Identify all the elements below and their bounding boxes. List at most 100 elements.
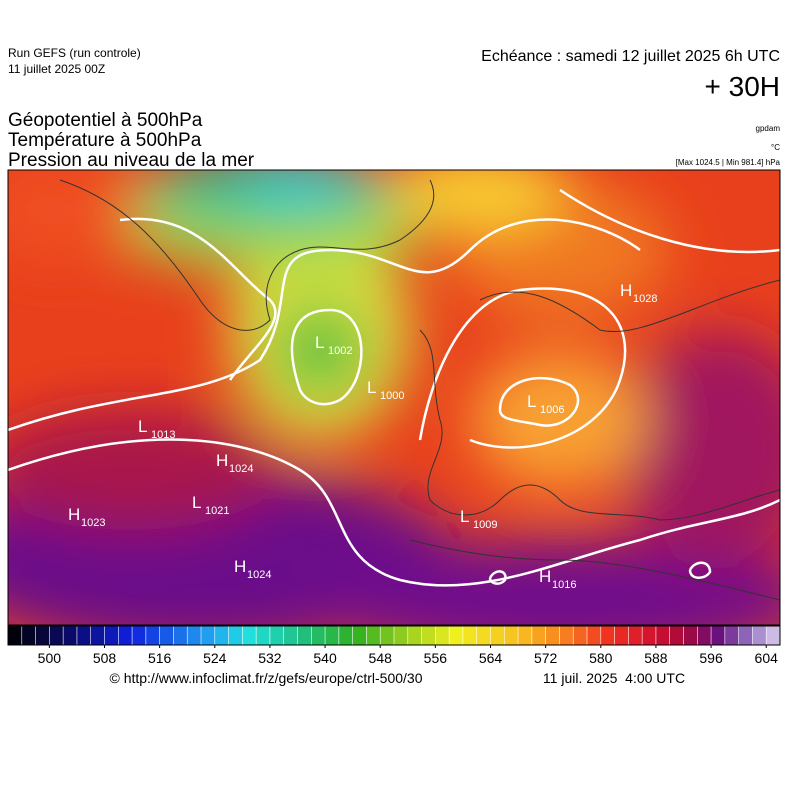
colorbar-cell bbox=[394, 626, 409, 645]
colorbar-cell bbox=[724, 626, 740, 645]
colorbar-cell bbox=[366, 626, 381, 645]
colorbar-cell bbox=[242, 626, 257, 645]
colorbar-cell bbox=[766, 626, 781, 645]
center-letter: L bbox=[460, 507, 469, 526]
field-label: Géopotentiel à 500hPa bbox=[8, 110, 203, 131]
colorbar-cell bbox=[642, 626, 657, 645]
colorbar-cell bbox=[573, 626, 588, 645]
colorbar-cell bbox=[655, 626, 671, 645]
colorbar-cell bbox=[201, 626, 216, 645]
colorbar-cell bbox=[711, 626, 726, 645]
colorbar-cell bbox=[697, 626, 712, 645]
colorbar-cell bbox=[325, 626, 340, 645]
colorbar-cell bbox=[587, 626, 602, 645]
colorbar-cell bbox=[407, 626, 423, 645]
colorbar-tick-label: 596 bbox=[699, 650, 723, 666]
colorbar-cell bbox=[76, 626, 92, 645]
colorbar-cell bbox=[683, 626, 698, 645]
colorbar-cell bbox=[283, 626, 298, 645]
center-letter: L bbox=[192, 493, 201, 512]
colorbar-cell bbox=[159, 626, 174, 645]
coastlines bbox=[59, 179, 780, 601]
map-field bbox=[8, 170, 780, 625]
center-value: 1021 bbox=[205, 505, 229, 517]
colorbar-tick-label: 604 bbox=[755, 650, 779, 666]
field-label: Pression au niveau de la mer bbox=[8, 150, 255, 171]
center-value: 1028 bbox=[633, 293, 657, 305]
isobars bbox=[8, 188, 780, 587]
colorbar-cell bbox=[8, 626, 23, 645]
lead-time: + 30H bbox=[705, 71, 781, 102]
colorbar-tick-label: 508 bbox=[93, 650, 117, 666]
colorbar-tick-label: 564 bbox=[479, 650, 503, 666]
center-letter: L bbox=[527, 392, 536, 411]
colorbar-cell bbox=[380, 626, 395, 645]
colorbar-cell bbox=[449, 626, 464, 645]
center-letter: H bbox=[216, 451, 228, 470]
colorbar-cell bbox=[614, 626, 629, 645]
center-letter: L bbox=[367, 378, 376, 397]
field-label: Température à 500hPa bbox=[8, 130, 202, 151]
colorbar-cell bbox=[752, 626, 767, 645]
unit-label: [Max 1024.5 | Min 981.4] hPa bbox=[676, 158, 781, 167]
center-value: 1024 bbox=[229, 463, 253, 475]
colorbar-tick-label: 540 bbox=[313, 650, 337, 666]
center-letter: H bbox=[234, 557, 246, 576]
center-value: 1013 bbox=[151, 429, 175, 441]
colorbar-cell bbox=[256, 626, 271, 645]
colorbar-tick-label: 572 bbox=[534, 650, 558, 666]
colorbar-cell bbox=[628, 626, 643, 645]
colorbar-cell bbox=[421, 626, 436, 645]
colorbar-cell bbox=[297, 626, 312, 645]
source: © http://www.infoclimat.fr/z/gefs/europe… bbox=[109, 670, 422, 686]
colorbar-cell bbox=[352, 626, 367, 645]
colorbar-cell bbox=[435, 626, 450, 645]
colorbar-cell bbox=[559, 626, 574, 645]
center-value: 1000 bbox=[380, 390, 404, 402]
colorbar-cell bbox=[518, 626, 533, 645]
center-value: 1009 bbox=[473, 519, 497, 531]
colorbar-tick-label: 516 bbox=[148, 650, 172, 666]
run-label: Run GEFS (run controle) bbox=[8, 46, 141, 60]
center-letter: L bbox=[315, 333, 324, 352]
colorbar-tick-label: 556 bbox=[424, 650, 448, 666]
colorbar-cell bbox=[228, 626, 243, 645]
colorbar-tick-label: 500 bbox=[38, 650, 62, 666]
center-letter: H bbox=[620, 281, 632, 300]
center-value: 1024 bbox=[247, 569, 271, 581]
colorbar-cell bbox=[21, 626, 37, 645]
center-letter: H bbox=[539, 567, 551, 586]
center-value: 1023 bbox=[81, 517, 105, 529]
map-frame bbox=[7, 169, 781, 626]
center-value: 1006 bbox=[540, 404, 564, 416]
issued-time: 11 juil. 2025 4:00 UTC bbox=[543, 670, 685, 686]
colorbar-cell bbox=[476, 626, 491, 645]
colorbar-cell bbox=[504, 626, 519, 645]
colorbar-cell bbox=[462, 626, 478, 645]
colorbar-cell bbox=[738, 626, 753, 645]
colorbar-cell bbox=[600, 626, 616, 645]
colorbar-cell bbox=[531, 626, 547, 645]
colorbar-tick-label: 524 bbox=[203, 650, 227, 666]
colorbar-cell bbox=[145, 626, 161, 645]
colorbar-cell bbox=[118, 626, 133, 645]
unit-label: °C bbox=[771, 143, 780, 152]
unit-label: gpdam bbox=[756, 124, 781, 133]
valid-time: Echéance : samedi 12 juillet 2025 6h UTC bbox=[481, 48, 780, 65]
colorbar-cell bbox=[669, 626, 684, 645]
center-value: 1002 bbox=[328, 345, 352, 357]
center-letter: H bbox=[68, 505, 80, 524]
colorbar-cell bbox=[311, 626, 326, 645]
colorbar-cell bbox=[490, 626, 505, 645]
colorbar-cell bbox=[104, 626, 119, 645]
colorbar-cell bbox=[132, 626, 147, 645]
colorbar-cell bbox=[173, 626, 188, 645]
colorbar-tick-label: 548 bbox=[369, 650, 393, 666]
center-value: 1016 bbox=[552, 579, 576, 591]
colorbar-cell bbox=[269, 626, 285, 645]
colorbar-tick-label: 588 bbox=[644, 650, 668, 666]
colorbar-cell bbox=[49, 626, 64, 645]
run-date: 11 juillet 2025 00Z bbox=[8, 62, 105, 76]
